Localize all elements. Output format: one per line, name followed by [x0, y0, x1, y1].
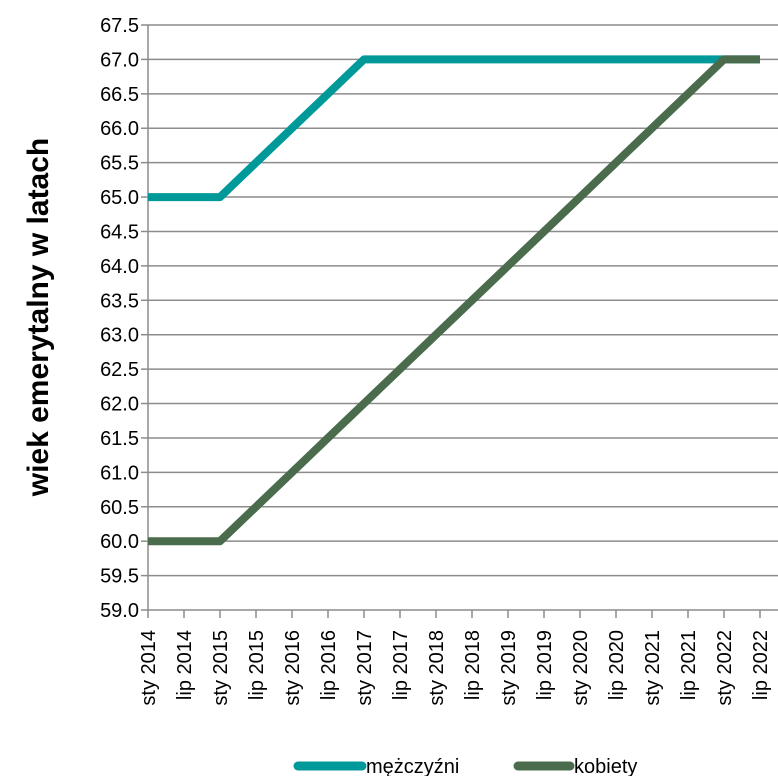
- x-tick-label: sty 2019: [498, 630, 520, 706]
- legend: mężczyźni kobiety: [293, 756, 637, 776]
- x-tick-label: sty 2021: [642, 630, 664, 706]
- series-line-2: [148, 55, 760, 546]
- y-axis-title: wiek emerytalny w latach: [22, 138, 55, 498]
- x-tick-label: lip 2019: [534, 630, 556, 700]
- y-tick-label: 63.0: [100, 325, 139, 347]
- y-tick-labels: 59.0 59.5 60.0 60.5 61.0 61.5 62.0 62.5 63.0 63.5…: [100, 15, 139, 622]
- y-tick-label: 59.0: [100, 600, 139, 622]
- y-tick-label: 62.0: [100, 394, 139, 416]
- y-tick-label: 66.0: [100, 118, 139, 140]
- x-tick-labels: sty 2014 lip 2014 sty 2015 lip 2015 sty 2016…: [138, 630, 772, 706]
- y-tick-label: 59.5: [100, 566, 139, 588]
- y-tick-label: 63.5: [100, 290, 139, 312]
- x-tick-label: lip 2015: [246, 630, 268, 700]
- y-tick-label: 65.0: [100, 187, 139, 209]
- legend-label-2: kobiety: [574, 756, 637, 776]
- y-tick-label: 66.5: [100, 84, 139, 106]
- y-tick-label: 65.5: [100, 153, 139, 175]
- x-tick-label: lip 2017: [390, 630, 412, 700]
- x-tick-label: sty 2022: [714, 630, 736, 706]
- x-tick-label: lip 2022: [750, 630, 772, 700]
- x-tick-label: sty 2014: [138, 630, 160, 706]
- x-tick-label: sty 2016: [282, 630, 304, 706]
- axes: [141, 24, 761, 618]
- x-tick-label: lip 2021: [678, 630, 700, 700]
- series-lines: [147, 55, 761, 546]
- y-tick-label: 67.5: [100, 15, 139, 37]
- y-tick-label: 60.0: [100, 531, 139, 553]
- x-tick-label: sty 2017: [354, 630, 376, 706]
- x-tick-label: sty 2018: [426, 630, 448, 706]
- x-tick-label: lip 2014: [174, 630, 196, 700]
- y-tick-label: 64.5: [100, 221, 139, 243]
- x-tick-label: lip 2018: [462, 630, 484, 700]
- x-tick-label: lip 2016: [318, 630, 340, 700]
- y-tick-label: 61.0: [100, 462, 139, 484]
- x-tick-label: sty 2020: [570, 630, 592, 706]
- x-tick-label: sty 2015: [210, 630, 232, 706]
- legend-label-1: mężczyźni: [366, 756, 459, 776]
- y-tick-label: 62.5: [100, 359, 139, 381]
- y-tick-label: 64.0: [100, 256, 139, 278]
- y-tick-label: 60.5: [100, 497, 139, 519]
- x-tick-label: lip 2020: [606, 630, 628, 700]
- y-tick-label: 61.5: [100, 428, 139, 450]
- y-tick-label: 67.0: [100, 49, 139, 71]
- series-line-1: [148, 55, 760, 202]
